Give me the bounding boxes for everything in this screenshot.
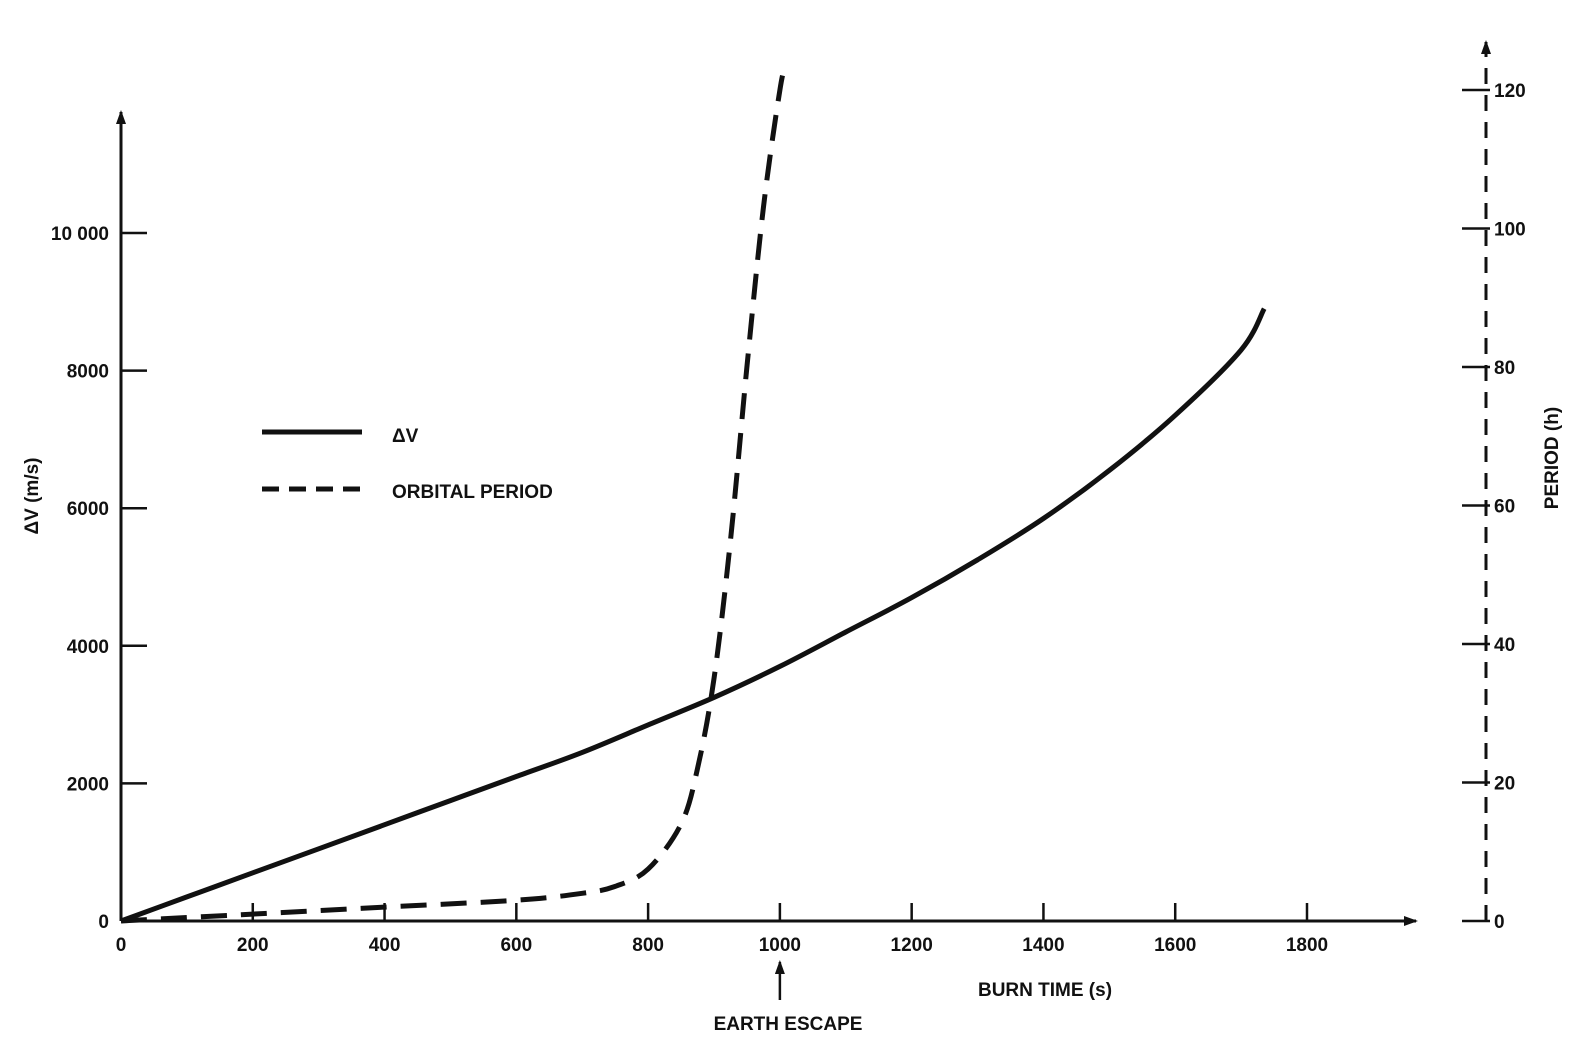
y-tick-label-left: 8000 [67, 362, 109, 383]
y-tick-label-left: 4000 [67, 637, 109, 658]
x-tick-label: 200 [237, 935, 269, 956]
x-axis-title: BURN TIME (s) [978, 980, 1112, 1001]
y-tick-label-right: 40 [1494, 635, 1515, 656]
x-tick-label: 400 [369, 935, 401, 956]
earth-escape-label: EARTH ESCAPE [714, 1014, 863, 1035]
y-tick-label-left: 2000 [67, 774, 109, 795]
series-line-delta-v [120, 307, 1267, 924]
x-tick-label: 1800 [1286, 935, 1328, 956]
x-tick-label: 800 [632, 935, 664, 956]
y-tick-label-left: 6000 [67, 499, 109, 520]
y-tick-label-left: 10 000 [51, 224, 109, 245]
y-axis-title-left: ΔV (m/s) [22, 457, 43, 534]
y-tick-label-right: 120 [1494, 81, 1526, 102]
series-line-orbital-period [120, 61, 789, 924]
x-tick-label: 600 [500, 935, 532, 956]
y-tick-label-right: 100 [1494, 220, 1526, 241]
x-tick-label: 1200 [891, 935, 933, 956]
x-tick-label: 1000 [759, 935, 801, 956]
y-tick-label-right: 60 [1494, 497, 1515, 518]
legend-label-orbital-period: ORBITAL PERIOD [392, 482, 553, 503]
y-tick-label-right: 0 [1494, 912, 1505, 933]
y-tick-label-right: 80 [1494, 358, 1515, 379]
y-tick-label-left: 0 [98, 912, 109, 933]
x-tick-label: 0 [116, 935, 127, 956]
y-axis-title-right: PERIOD (h) [1542, 407, 1563, 509]
x-tick-label: 1400 [1022, 935, 1064, 956]
y-tick-label-right: 20 [1494, 774, 1515, 795]
legend-label-delta-v: ΔV [392, 426, 419, 447]
x-tick-label: 1600 [1154, 935, 1196, 956]
